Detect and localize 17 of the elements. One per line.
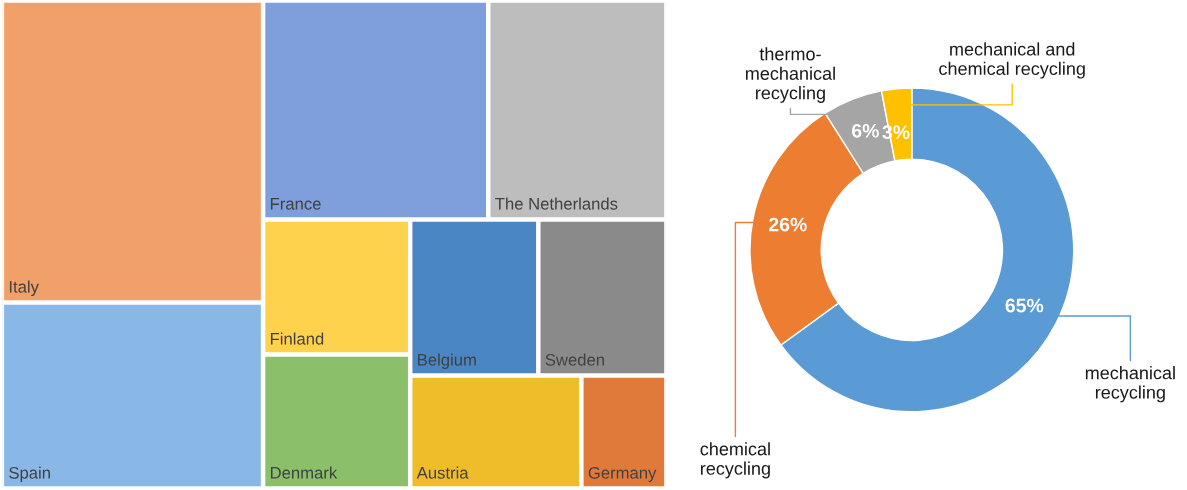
category-label: Spain [9, 466, 50, 483]
data-label: 65% [1005, 298, 1044, 313]
data-label: 6% [852, 123, 879, 138]
category-label: Austria [416, 466, 469, 479]
slice-label: mechanical recycling [1085, 366, 1175, 403]
category-label: Finland [270, 332, 324, 345]
slice-label: chemical recycling [700, 442, 770, 479]
category-label: France [270, 198, 321, 210]
category-label: Italy [9, 280, 39, 297]
category-label: Sweden [545, 353, 604, 366]
category-label: Germany [588, 466, 657, 483]
category-label: Denmark [270, 466, 338, 479]
data-label: 26% [769, 217, 807, 232]
slice-label: thermo-mechanical recycling [745, 47, 835, 103]
category-label: The Netherlands [495, 197, 618, 210]
category-label: Belgium [418, 353, 476, 370]
slice-label: mechanical and chemical recycling [939, 42, 1085, 79]
